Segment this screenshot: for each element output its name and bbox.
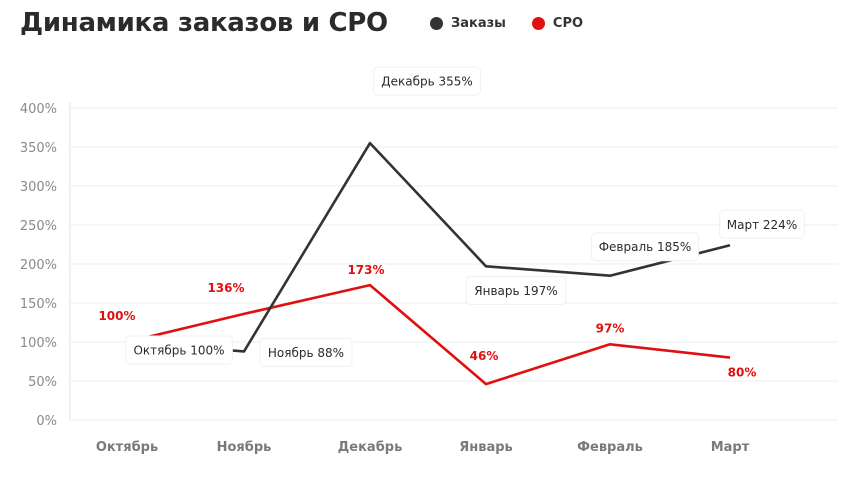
orders-callout-box [719, 209, 805, 239]
orders-callout-box [125, 335, 233, 365]
orders-data-label: Декабрь 355% [381, 75, 473, 89]
legend-label-cpo: CPO [552, 16, 584, 31]
orders-data-label: Март 224% [727, 218, 797, 232]
x-tick-label: Октябрь [96, 440, 158, 455]
legend-marker-orders [430, 17, 443, 30]
orders-data-label: Ноябрь 88% [268, 346, 344, 360]
orders-data-label: Февраль 185% [599, 240, 692, 254]
legend-item-orders[interactable]: Заказы [430, 16, 506, 31]
x-tick-label: Февраль [577, 440, 643, 455]
orders-callout-box [465, 275, 567, 305]
orders-callout-box [373, 66, 481, 96]
y-tick-label: 0% [36, 414, 57, 429]
orders-data-label: Октябрь 100% [133, 344, 224, 358]
cpo-data-label: 136% [207, 281, 244, 295]
x-tick-label: Декабрь [338, 440, 403, 455]
y-tick-label: 200% [20, 258, 57, 273]
x-tick-label: Март [711, 440, 750, 455]
y-tick-label: 300% [20, 180, 57, 195]
x-tick-label: Январь [459, 440, 513, 455]
cpo-data-label: 97% [596, 321, 625, 335]
cpo-data-label: 173% [347, 263, 384, 277]
legend-label-orders: Заказы [451, 16, 506, 31]
y-tick-label: 50% [28, 375, 57, 390]
orders-callout-box [259, 337, 353, 367]
series-line-cpo [126, 283, 731, 386]
y-tick-label: 400% [20, 102, 57, 117]
cpo-data-label: 80% [728, 366, 757, 380]
chart-title: Динамика заказов и CPO [20, 8, 388, 38]
legend-item-cpo[interactable]: CPO [531, 16, 584, 31]
orders-callout-box [591, 232, 699, 262]
cpo-data-label: 46% [470, 349, 499, 363]
y-tick-label: 350% [20, 141, 57, 156]
y-tick-label: 250% [20, 219, 57, 234]
x-tick-label: Ноябрь [217, 440, 272, 455]
legend-marker-cpo [531, 17, 545, 30]
y-tick-label: 150% [20, 297, 57, 312]
cpo-data-label: 100% [98, 309, 135, 323]
y-tick-label: 100% [20, 336, 57, 351]
chart-legend: Заказы CPO [430, 16, 583, 31]
orders-data-label: Январь 197% [474, 284, 557, 298]
